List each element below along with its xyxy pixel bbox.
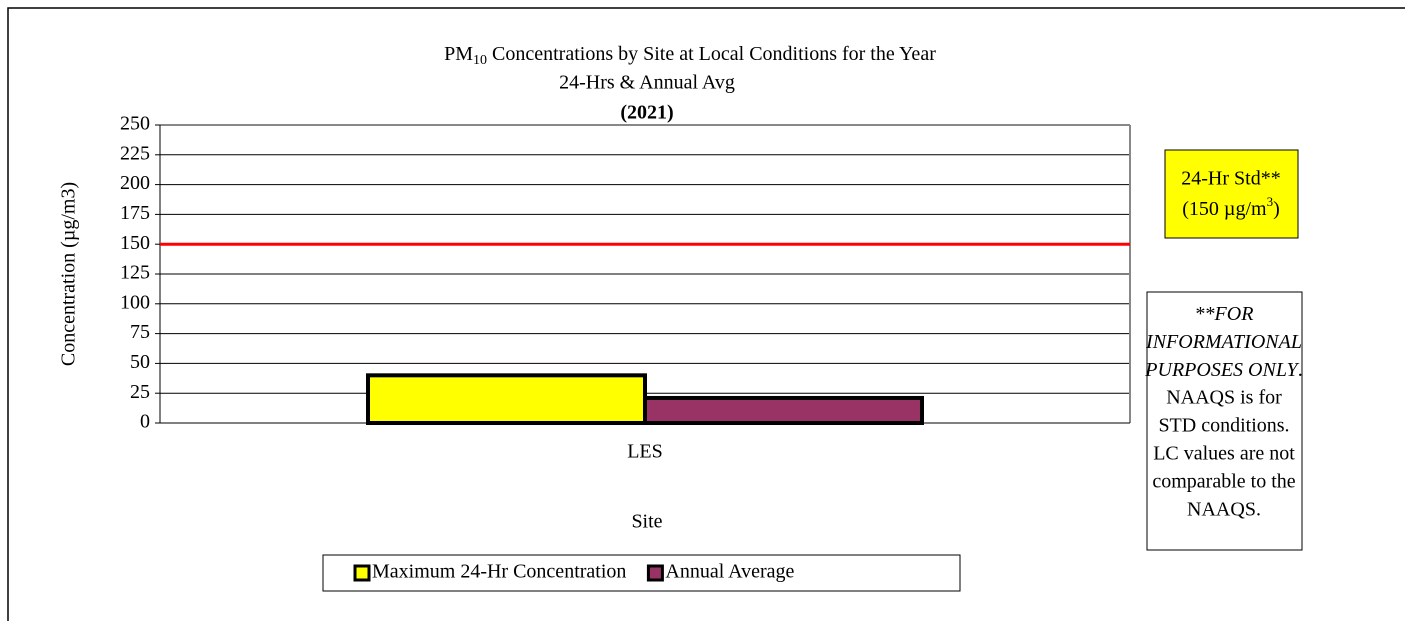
y-tick-label: 25 — [130, 381, 150, 403]
legend-entries: Maximum 24-Hr Concentration Annual Averag… — [353, 561, 795, 583]
year-label: (2021) — [620, 102, 673, 124]
note-text: . — [1298, 359, 1303, 381]
y-axis-label: Concentration (µg/m3) — [58, 182, 80, 366]
y-tick-label: 250 — [120, 113, 150, 135]
note-text: PURPOSES ONLY — [1144, 359, 1299, 381]
y-tick-label: 100 — [120, 291, 150, 313]
y-tick-label: 125 — [120, 262, 150, 284]
frame — [7, 7, 1405, 621]
legend-swatch — [646, 564, 664, 582]
chart-title: PM10 Concentrations by Site at Local Con… — [444, 43, 936, 69]
note-line: **FOR — [1195, 303, 1254, 325]
standard-label: 24-Hr Std** — [1181, 168, 1280, 190]
standard-label: (150 µg/m3) — [1182, 194, 1279, 220]
y-tick-label: 200 — [120, 172, 150, 194]
note-line: LC values are not — [1153, 443, 1295, 465]
bar — [366, 373, 647, 426]
legend — [322, 554, 961, 592]
chart-subtitle: 24-Hrs & Annual Avg — [559, 72, 735, 94]
legend-label: Maximum 24-Hr Concentration — [372, 561, 626, 583]
note-line: NAAQS is for — [1166, 387, 1282, 409]
note-line: comparable to the — [1152, 471, 1295, 493]
x-tick-label: LES — [627, 441, 663, 463]
note-line: NAAQS. — [1187, 499, 1261, 521]
note-text: **FOR — [1195, 303, 1254, 325]
y-tick-label: 225 — [120, 142, 150, 164]
note-line: INFORMATIONAL — [1145, 331, 1302, 353]
bar — [643, 395, 924, 425]
y-tick-label: 0 — [140, 411, 150, 433]
note-line: STD conditions. — [1158, 415, 1289, 437]
note: **FOR INFORMATIONAL PURPOSES ONLY. NAAQS is… — [1144, 303, 1302, 521]
y-tick-label: 50 — [130, 351, 150, 373]
standard-box — [1164, 149, 1299, 239]
note-line: PURPOSES ONLY. — [1144, 359, 1302, 381]
legend-swatch — [353, 564, 371, 582]
note-box — [1146, 291, 1303, 551]
y-tick-label: 175 — [120, 202, 150, 224]
note-text: INFORMATIONAL — [1145, 331, 1302, 353]
x-axis-label: Site — [631, 511, 662, 533]
legend-label: Annual Average — [665, 561, 794, 583]
y-tick-label: 150 — [120, 232, 150, 254]
y-tick-label: 75 — [130, 321, 150, 343]
